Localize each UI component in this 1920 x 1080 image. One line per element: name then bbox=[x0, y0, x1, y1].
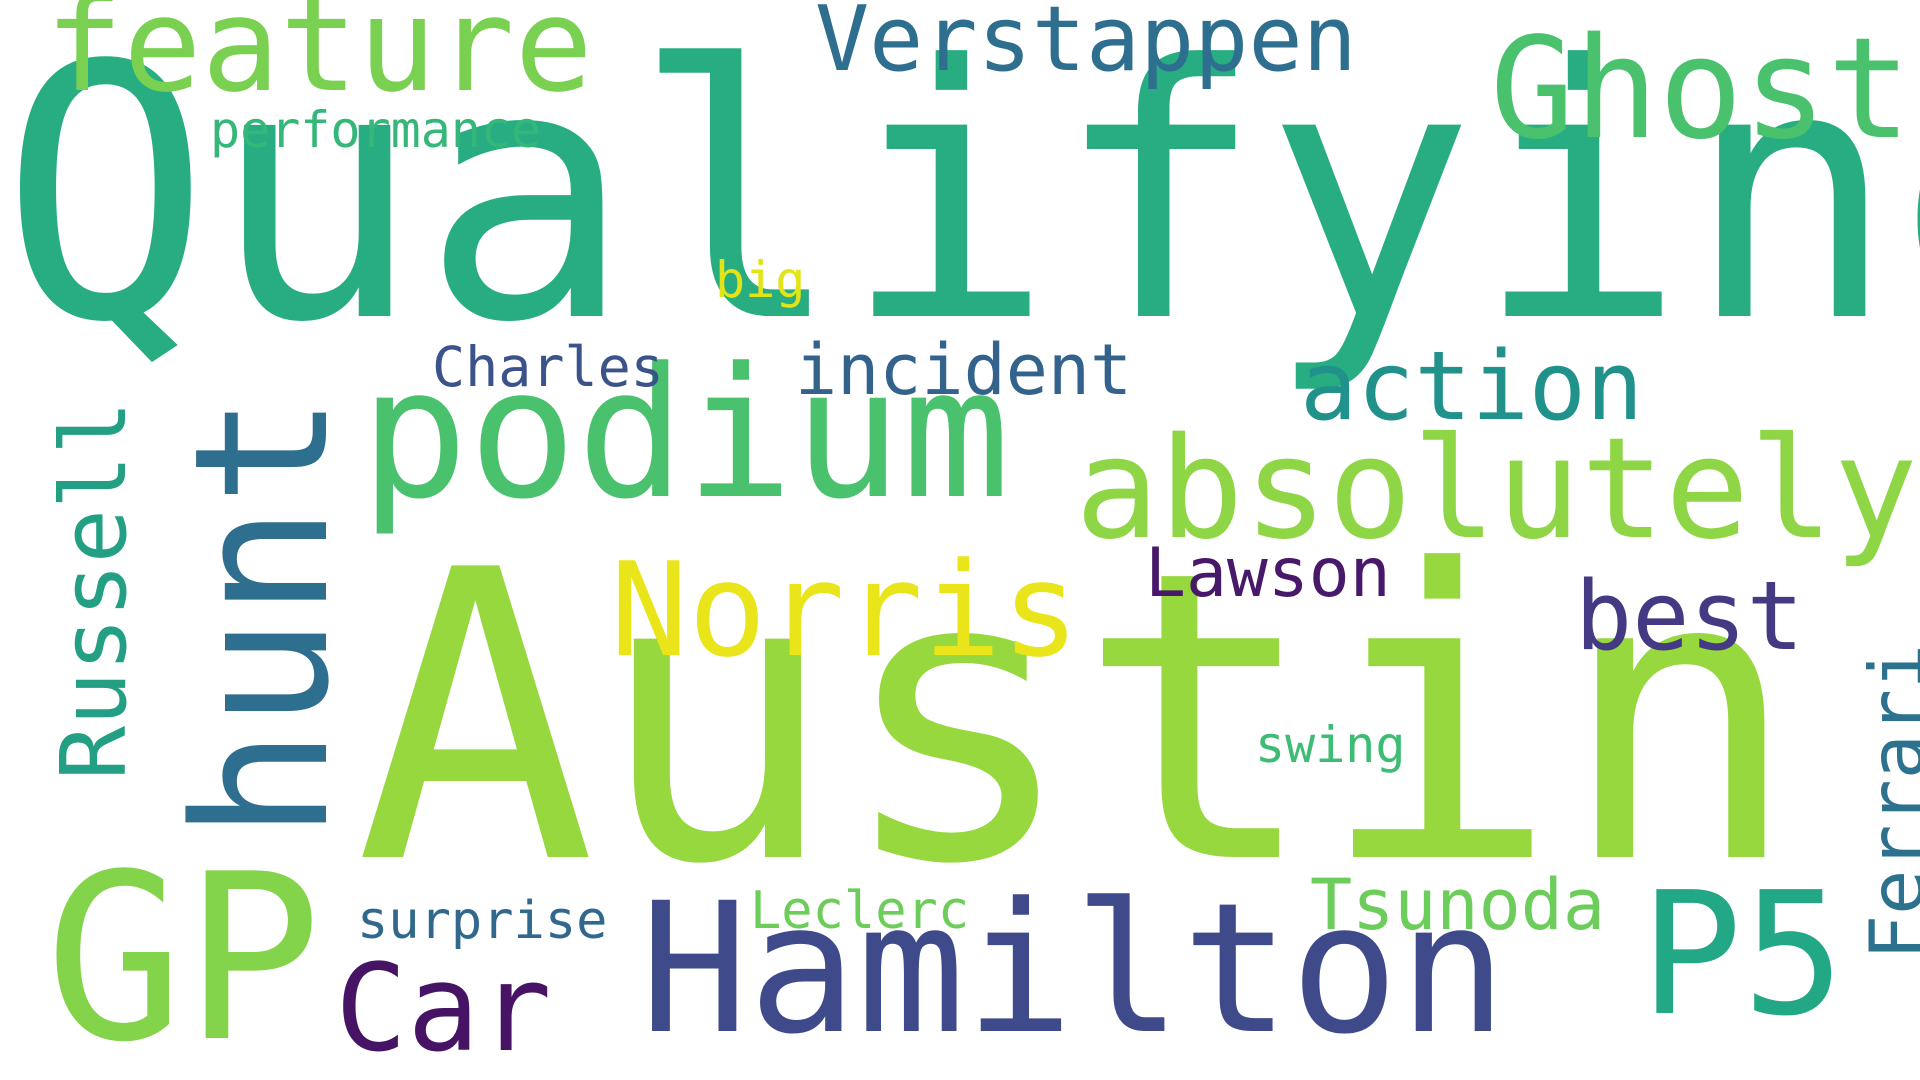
word-feature: feature bbox=[45, 0, 593, 121]
word-swing: swing bbox=[1255, 716, 1406, 774]
word-qualifying: Qualifying bbox=[0, 0, 1920, 399]
word-hunt: hunt bbox=[154, 394, 370, 840]
word-surprise: surprise bbox=[357, 891, 608, 951]
word-austin: Austin bbox=[355, 487, 1800, 952]
word-podium: podium bbox=[360, 330, 1011, 539]
word-leclerc: Leclerc bbox=[750, 881, 970, 941]
word-charles: Charles bbox=[432, 335, 664, 399]
word-performance: performance bbox=[210, 101, 542, 159]
word-incident: incident bbox=[795, 329, 1133, 411]
word-norris: Norris bbox=[610, 534, 1080, 686]
word-action: action bbox=[1300, 332, 1644, 442]
word-ghost: Ghost bbox=[1490, 8, 1912, 171]
word-lawson: Lawson bbox=[1145, 534, 1391, 613]
word-absolutely: absolutely bbox=[1075, 408, 1918, 571]
word-russell: Russell bbox=[42, 400, 147, 780]
word-big: big bbox=[715, 251, 806, 309]
word-p5: P5 bbox=[1640, 856, 1845, 1054]
word-hamilton: Hamilton bbox=[640, 865, 1507, 1074]
word-best: best bbox=[1575, 562, 1804, 672]
word-verstappen: Verstappen bbox=[815, 0, 1357, 92]
word-gp: GP bbox=[45, 826, 322, 1080]
word-tsunoda: Tsunoda bbox=[1310, 864, 1606, 946]
word-ferrari: Ferrari bbox=[1853, 643, 1920, 960]
word-car: Car bbox=[335, 940, 552, 1079]
